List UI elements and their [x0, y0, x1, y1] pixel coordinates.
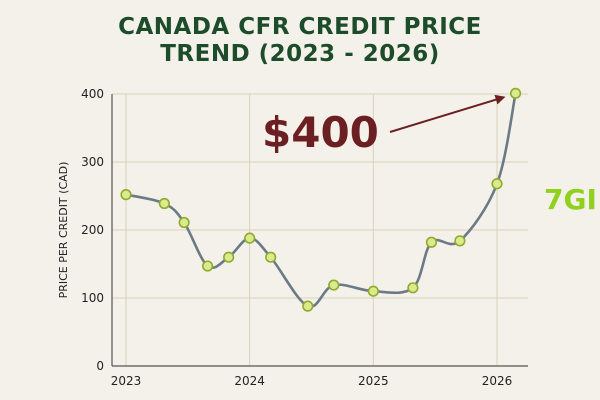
data-point-14 [509, 87, 522, 99]
data-point-5 [244, 232, 256, 244]
annotation-label: $400 [262, 108, 379, 157]
x-tick-label: 2026 [482, 374, 513, 388]
chart-title-line-2: TREND (2023 - 2026) [160, 41, 440, 67]
data-point-13 [491, 178, 503, 190]
y-tick-label: 300 [81, 155, 104, 169]
data-point-1 [158, 197, 170, 210]
data-point-10 [407, 282, 419, 294]
y-tick-label: 100 [81, 291, 104, 305]
data-points [120, 87, 522, 312]
data-point-3 [202, 260, 214, 272]
y-tick-label: 200 [81, 223, 104, 237]
tick-labels: 0 100 200 300 400 2023 2024 2025 2026 [81, 87, 512, 388]
y-tick-label: 0 [96, 359, 104, 373]
data-point-4 [223, 251, 235, 263]
data-point-6 [265, 251, 277, 263]
x-tick-label: 2023 [111, 374, 142, 388]
annotation-arrow [389, 94, 506, 133]
chart-title-line-1: CANADA CFR CREDIT PRICE [118, 14, 482, 40]
data-point-11 [425, 236, 438, 248]
chart-title: CANADA CFR CREDIT PRICE TREND (2023 - 20… [0, 14, 600, 68]
data-point-8 [328, 279, 340, 291]
annotation: $400 [262, 94, 506, 157]
data-point-2 [178, 216, 190, 229]
y-axis-label: PRICE PER CREDIT (CAD) [57, 162, 70, 299]
data-point-9 [367, 285, 379, 297]
data-point-0 [120, 189, 132, 201]
x-tick-label: 2024 [234, 374, 265, 388]
axes [111, 94, 528, 367]
y-tick-label: 400 [81, 87, 104, 101]
data-point-12 [454, 235, 466, 247]
x-tick-label: 2025 [358, 374, 389, 388]
data-point-7 [302, 300, 314, 312]
grid [112, 93, 528, 366]
brand-logo: 7GI [544, 184, 597, 216]
